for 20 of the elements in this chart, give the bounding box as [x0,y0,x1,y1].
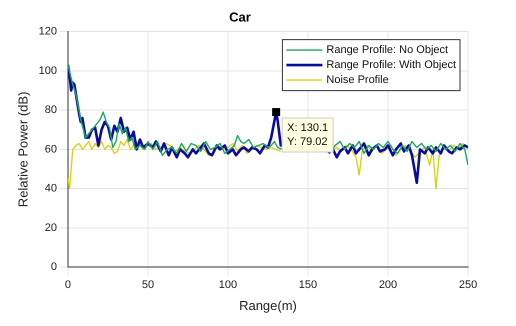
annotation: X: 130.1 Y: 79.02 [287,122,328,148]
x-tick-label: 0 [64,278,72,291]
x-tick-label: 100 [218,278,238,291]
legend-label: Noise Profile [326,74,389,86]
y-tick-label: 0 [50,261,57,274]
y-tick-label: 120 [38,26,57,38]
x-tick-label: 50 [142,278,154,291]
y-tick-label: 100 [38,64,57,77]
x-axis-title: Range(m) [239,298,297,313]
chart-title: Car [229,9,251,24]
y-tick-label: 40 [44,182,57,195]
y-tick-label: 60 [44,143,57,156]
x-tick-label: 150 [298,278,318,291]
legend-label: Range Profile: No Object [326,44,448,56]
y-axis-title: Relative Power (dB) [15,92,30,208]
x-tick-label: 250 [458,278,478,291]
y-tick-label: 80 [44,104,57,116]
y-tick-label: 20 [44,222,57,234]
legend-label: Range Profile: With Object [326,59,456,72]
x-tick-label: 200 [378,278,398,291]
